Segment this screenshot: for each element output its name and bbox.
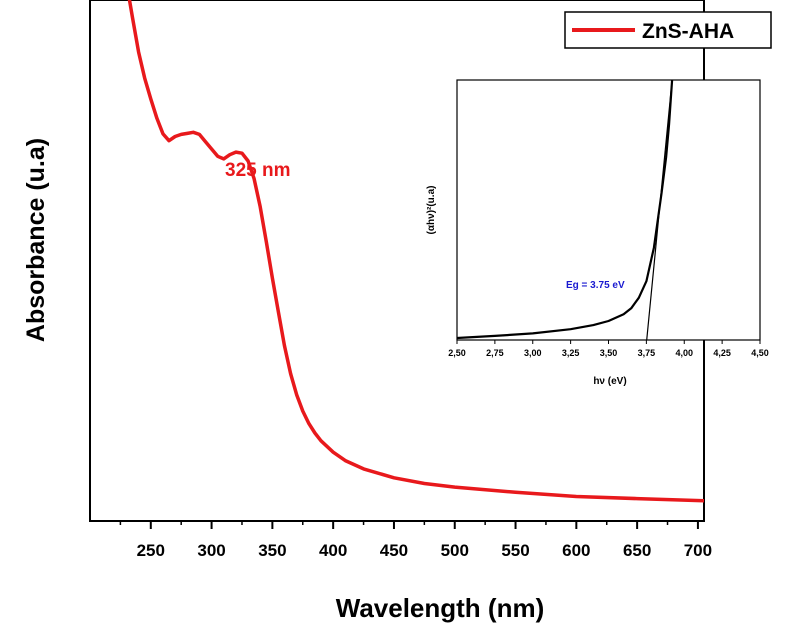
main-x-tick-label-2: 350 — [258, 541, 286, 560]
inset-x-tick-label-7: 4,25 — [713, 348, 731, 358]
main-x-tick-label-8: 650 — [623, 541, 651, 560]
legend: ZnS-AHA — [564, 11, 772, 49]
series-line-0 — [127, 0, 704, 503]
main-x-tick-label-0: 250 — [137, 541, 165, 560]
peak-annotation: 325 nm — [225, 160, 290, 181]
inset-x-tick-label-2: 3,00 — [524, 348, 542, 358]
main-x-tick-label-6: 550 — [501, 541, 529, 560]
main-x-tick-label-7: 600 — [562, 541, 590, 560]
inset-y-axis-label: (αhν)²(u.a) — [426, 186, 437, 235]
inset-fit-line — [646, 80, 673, 340]
band-gap-annotation: Eg = 3.75 eV — [566, 280, 625, 291]
inset-x-ticks: 2,50 2,75 3,00 3,25 3,50 3,75 4,00 4,25 4,50 — [448, 340, 769, 358]
legend-label-zns-aha: ZnS-AHA — [642, 20, 734, 43]
main-x-tick-label-9: 700 — [684, 541, 712, 560]
inset-x-tick-label-5: 3,75 — [638, 348, 656, 358]
main-x-tick-label-4: 450 — [380, 541, 408, 560]
inset-plot-frame — [456, 79, 761, 341]
inset-x-tick-label-6: 4,00 — [675, 348, 693, 358]
main-x-ticks: 250 300 350 400 450 500 550 600 650 700 — [119, 521, 712, 560]
main-series-layer — [127, 0, 704, 503]
inset-data-line — [457, 80, 674, 340]
inset-x-tick-label-8: 4,50 — [751, 348, 769, 358]
main-x-axis-label: Wavelength (nm) — [336, 593, 544, 623]
inset-x-axis-label: hν (eV) — [593, 376, 626, 387]
main-x-tick-label-1: 300 — [197, 541, 225, 560]
inset-x-tick-label-3: 3,25 — [562, 348, 580, 358]
inset-series-layer — [457, 80, 674, 340]
inset-x-tick-label-0: 2,50 — [448, 348, 466, 358]
main-y-axis-label: Absorbance (u.a) — [22, 138, 50, 342]
inset-x-tick-label-4: 3,50 — [600, 348, 618, 358]
inset-x-tick-label-1: 2,75 — [486, 348, 504, 358]
inset-chart: 2,50 2,75 3,00 3,25 3,50 3,75 4,00 4,25 4,50 hν … — [426, 79, 769, 387]
main-x-tick-label-3: 400 — [319, 541, 347, 560]
main-x-tick-label-5: 500 — [441, 541, 469, 560]
